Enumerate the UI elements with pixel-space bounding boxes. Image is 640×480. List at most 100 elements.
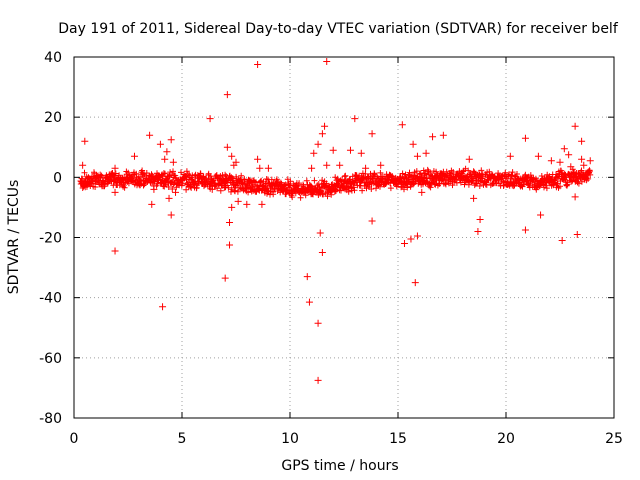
data-point	[357, 149, 365, 157]
data-point	[156, 140, 164, 148]
data-point	[243, 200, 251, 208]
data-point	[413, 152, 421, 160]
data-point	[336, 161, 344, 169]
data-point	[407, 235, 415, 243]
data-point	[228, 152, 236, 160]
y-tick-label: 40	[44, 50, 62, 66]
y-tick-label: -60	[39, 351, 62, 367]
y-tick-labels: -80 -60 -40 -20 0 20 40	[39, 50, 62, 427]
grid-lines	[74, 57, 614, 418]
data-point	[506, 152, 514, 160]
data-point	[521, 226, 529, 234]
data-point	[578, 137, 586, 145]
data-point	[308, 164, 316, 172]
data-point	[228, 203, 236, 211]
data-point	[130, 152, 138, 160]
data-points	[77, 58, 594, 384]
data-point	[305, 298, 313, 306]
x-tick-label: 20	[497, 431, 515, 447]
data-point	[111, 247, 119, 255]
data-point	[310, 149, 318, 157]
data-point	[346, 146, 354, 154]
y-tick-label: -40	[39, 291, 62, 307]
data-point	[81, 137, 89, 145]
x-tick-label: 25	[605, 431, 623, 447]
data-point	[314, 376, 322, 384]
data-point	[232, 158, 240, 166]
data-point	[413, 232, 421, 240]
data-point	[163, 148, 171, 156]
data-point	[470, 194, 478, 202]
data-point	[323, 58, 331, 66]
data-point	[167, 211, 175, 219]
data-point	[318, 130, 326, 138]
data-point	[429, 133, 437, 141]
data-point	[418, 188, 426, 196]
data-point	[573, 230, 581, 238]
data-point	[368, 130, 376, 138]
data-point	[321, 122, 329, 130]
data-point	[208, 185, 216, 193]
y-tick-label: 0	[53, 170, 62, 186]
y-tick-label: 20	[44, 110, 62, 126]
data-point	[256, 164, 264, 172]
x-axis-title: GPS time / hours	[281, 458, 398, 474]
data-point	[565, 151, 573, 159]
data-point	[580, 161, 588, 169]
data-point	[521, 134, 529, 142]
data-point	[411, 279, 419, 287]
data-point	[329, 146, 337, 154]
data-point	[223, 91, 231, 99]
data-point	[314, 319, 322, 327]
data-point	[362, 164, 370, 172]
data-point	[223, 143, 231, 151]
data-point	[558, 237, 566, 245]
data-point	[586, 157, 594, 165]
data-point	[303, 273, 311, 281]
data-point	[83, 182, 91, 190]
data-point	[221, 274, 229, 282]
data-point	[165, 194, 173, 202]
data-point	[146, 131, 154, 139]
data-point	[318, 249, 326, 257]
data-point	[409, 140, 417, 148]
data-point	[323, 161, 331, 169]
data-point	[258, 200, 266, 208]
dense-band-markers	[77, 165, 594, 201]
data-point	[547, 157, 555, 165]
data-point	[234, 197, 242, 205]
data-point	[314, 140, 322, 148]
data-point	[254, 155, 262, 163]
data-point	[161, 155, 169, 163]
data-point	[254, 61, 262, 69]
data-point	[476, 215, 484, 223]
chart-title: Day 191 of 2011, Sidereal Day-to-day VTE…	[58, 21, 619, 37]
data-point	[351, 115, 359, 123]
axis-ticks	[73, 56, 615, 419]
data-point	[571, 122, 579, 130]
data-point	[537, 211, 545, 219]
data-point	[398, 121, 406, 129]
data-point	[280, 185, 288, 193]
data-point	[534, 152, 542, 160]
data-point	[439, 131, 447, 139]
data-point	[79, 161, 87, 169]
data-point	[578, 155, 586, 163]
y-axis-title: SDTVAR / TECUs	[6, 180, 22, 295]
data-point	[422, 149, 430, 157]
x-tick-labels: 0 5 10 15 20 25	[70, 431, 623, 447]
data-point	[264, 164, 272, 172]
data-point	[567, 163, 575, 171]
data-point	[560, 145, 568, 153]
data-point	[377, 161, 385, 169]
data-point	[111, 164, 119, 172]
data-point	[111, 188, 119, 196]
y-tick-label: -80	[39, 411, 62, 427]
data-point	[465, 155, 473, 163]
data-point	[159, 303, 167, 311]
x-tick-label: 10	[281, 431, 299, 447]
data-point	[148, 200, 156, 208]
data-point	[556, 158, 564, 166]
data-point	[571, 193, 579, 201]
